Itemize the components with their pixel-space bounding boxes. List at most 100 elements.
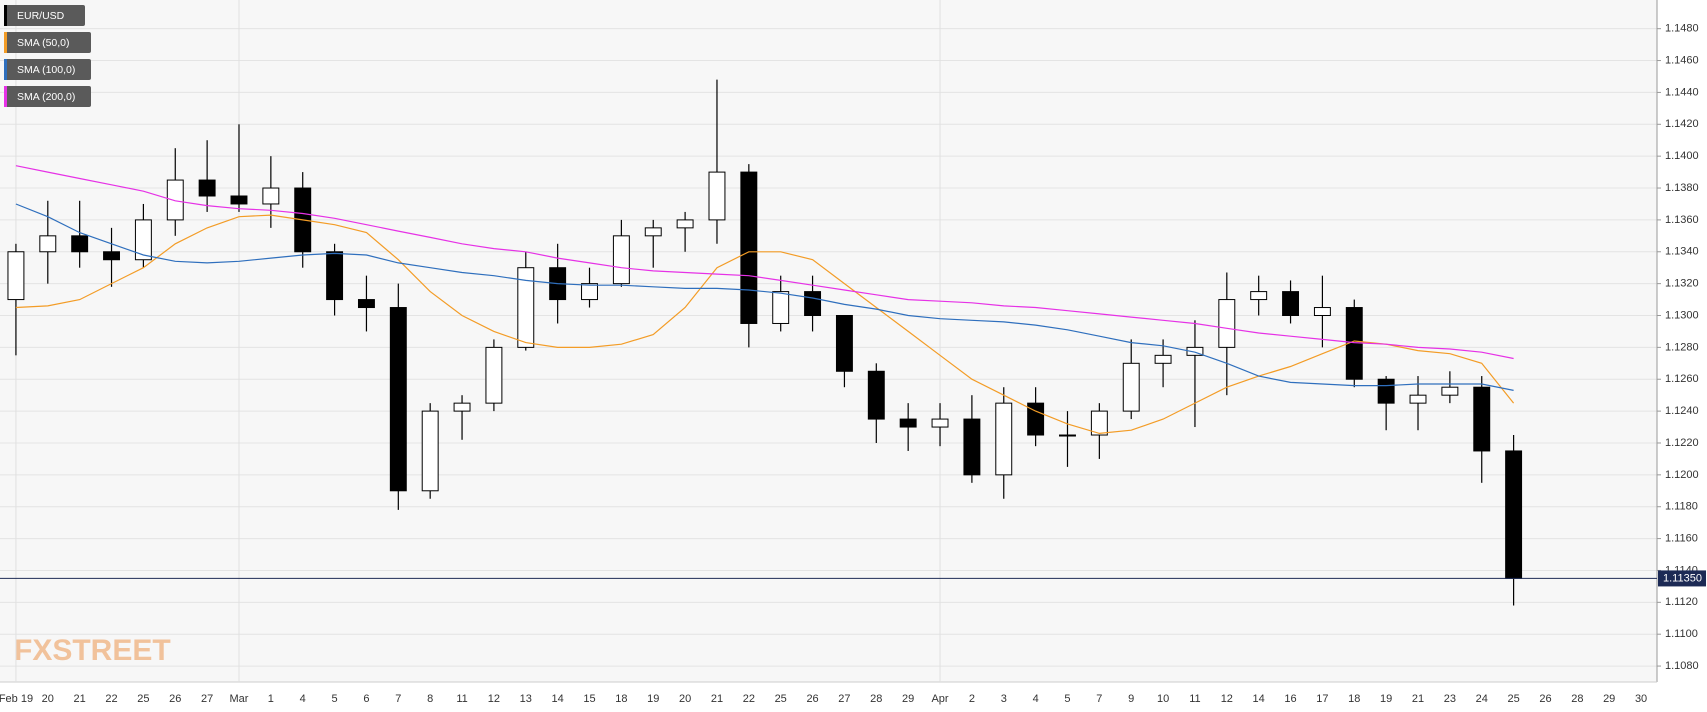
- x-tick-label: 17: [1316, 693, 1328, 705]
- x-tick-label: 26: [806, 693, 818, 705]
- x-tick-label: 11: [1189, 693, 1200, 705]
- x-tick-label: 12: [488, 693, 500, 705]
- x-tick-label: 26: [169, 693, 181, 705]
- candle-body: [1250, 291, 1268, 301]
- y-tick-label: 1.1200: [1665, 469, 1699, 481]
- x-tick-label: Mar: [230, 693, 249, 705]
- x-tick-label: 10: [1157, 693, 1169, 705]
- y-tick-label: 1.1300: [1665, 309, 1699, 321]
- legend-item: EUR/USD: [4, 5, 85, 26]
- y-tick-label: 1.1100: [1665, 628, 1698, 640]
- legend-label: SMA (100,0): [17, 64, 75, 76]
- x-tick-label: 22: [105, 693, 117, 705]
- candle-body: [772, 291, 790, 324]
- candle-body: [835, 315, 853, 372]
- x-tick-label: 4: [1033, 693, 1039, 705]
- legend-box: [4, 59, 91, 80]
- y-tick-label: 1.1400: [1665, 150, 1699, 162]
- plot-background: [0, 0, 1657, 682]
- candle-body: [1186, 346, 1204, 356]
- x-tick-label: 7: [1096, 693, 1102, 705]
- y-tick-label: 1.1120: [1665, 596, 1698, 608]
- candle-body: [804, 291, 822, 317]
- x-tick-label: 25: [1507, 693, 1519, 705]
- x-tick-label: 2: [969, 693, 975, 705]
- legend-box: [4, 86, 91, 107]
- x-tick-label: 14: [552, 693, 564, 705]
- x-tick-label: 11: [456, 693, 467, 705]
- x-tick-label: 12: [1221, 693, 1233, 705]
- x-tick-label: 27: [201, 693, 213, 705]
- x-tick-label: 25: [775, 693, 787, 705]
- x-tick-label: 5: [332, 693, 338, 705]
- x-tick-label: Apr: [931, 693, 948, 705]
- x-tick-label: 28: [1571, 693, 1583, 705]
- candle-body: [963, 418, 981, 476]
- candle-body: [326, 251, 344, 301]
- x-tick-label: 23: [1444, 693, 1456, 705]
- candle-body: [198, 179, 216, 197]
- x-tick-label: 7: [395, 693, 401, 705]
- x-tick-label: 19: [1380, 693, 1392, 705]
- y-tick-label: 1.1460: [1665, 54, 1699, 66]
- legend-item: SMA (200,0): [4, 86, 91, 107]
- last-price-label: 1.11350: [1663, 572, 1702, 584]
- x-tick-label: 19: [647, 693, 659, 705]
- candle-body: [1409, 394, 1427, 404]
- candle-body: [71, 235, 89, 253]
- x-tick-label: 29: [902, 693, 914, 705]
- legend-box: [4, 5, 85, 26]
- y-tick-label: 1.1360: [1665, 214, 1699, 226]
- legend-swatch: [4, 59, 7, 80]
- candle-body: [1313, 307, 1331, 317]
- x-tick-label: 21: [74, 693, 86, 705]
- candle-body: [1377, 378, 1395, 404]
- candle-body: [1090, 410, 1108, 436]
- legend-swatch: [4, 32, 7, 53]
- y-tick-label: 1.1280: [1665, 341, 1699, 353]
- legend-item: SMA (50,0): [4, 32, 91, 53]
- x-tick-label: 27: [838, 693, 850, 705]
- candle-body: [899, 418, 917, 428]
- candle-body: [517, 267, 535, 348]
- x-tick-label: 20: [42, 693, 54, 705]
- x-tick-label: Feb 19: [0, 693, 33, 705]
- x-tick-label: 5: [1064, 693, 1070, 705]
- candle-body: [134, 219, 152, 261]
- y-tick-label: 1.1420: [1665, 118, 1699, 130]
- x-tick-label: 3: [1001, 693, 1007, 705]
- legend-label: SMA (50,0): [17, 37, 70, 49]
- candle-body: [1059, 434, 1076, 437]
- y-tick-label: 1.1180: [1665, 501, 1698, 513]
- legend-label: EUR/USD: [17, 10, 65, 22]
- last-price-box: [1658, 570, 1706, 587]
- legend-box: [4, 32, 91, 53]
- candle-body: [581, 283, 598, 301]
- candle-body: [103, 251, 120, 261]
- candle-body: [1505, 450, 1523, 579]
- candle-body: [708, 171, 726, 221]
- x-tick-label: 13: [520, 693, 532, 705]
- candle-body: [612, 235, 630, 285]
- x-tick-label: 20: [679, 693, 691, 705]
- candle-body: [39, 235, 57, 253]
- candle-body: [931, 418, 949, 428]
- y-tick-label: 1.1440: [1665, 86, 1699, 98]
- candle-body: [230, 195, 248, 205]
- candle-body: [995, 402, 1013, 476]
- legend-label: SMA (200,0): [17, 91, 75, 103]
- candle-body: [1441, 386, 1459, 396]
- x-tick-label: 4: [300, 693, 306, 705]
- candle-body: [1122, 362, 1140, 412]
- x-tick-label: 24: [1476, 693, 1488, 705]
- y-tick-label: 1.1480: [1665, 23, 1699, 35]
- x-tick-label: 1: [268, 693, 274, 705]
- candle-body: [7, 251, 25, 301]
- candle-body: [644, 227, 662, 237]
- x-tick-label: 18: [615, 693, 627, 705]
- x-tick-label: 30: [1635, 693, 1647, 705]
- x-tick-label: 28: [870, 693, 882, 705]
- y-tick-label: 1.1340: [1665, 246, 1699, 258]
- candle-body: [1473, 386, 1491, 452]
